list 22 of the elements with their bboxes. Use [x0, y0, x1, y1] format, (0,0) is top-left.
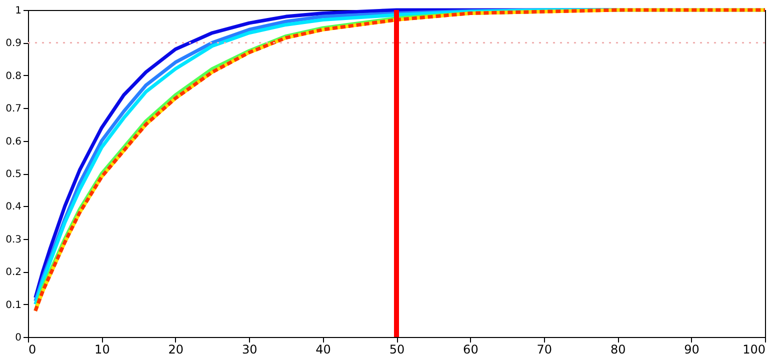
y-tick-label: 0.6 — [6, 136, 22, 148]
y-tick-label: 0.3 — [6, 234, 22, 246]
y-tick-label: 1 — [15, 6, 22, 16]
x-tick-label: 20 — [168, 342, 184, 356]
x-tick-label: 60 — [463, 342, 478, 356]
y-tick-label: 0.5 — [6, 169, 22, 180]
x-tick-label: 90 — [684, 342, 700, 356]
y-tick-label: 0 — [15, 332, 22, 344]
x-tick-label: 30 — [242, 342, 258, 356]
x-tick-label: 80 — [610, 342, 626, 356]
y-tick-label: 0.1 — [6, 300, 22, 311]
x-tick-label: 40 — [316, 342, 331, 356]
x-tick-label: 10 — [94, 342, 110, 356]
y-tick-label: 0.9 — [6, 38, 22, 50]
x-tick-label: 100 — [742, 342, 766, 356]
x-tick-label: 50 — [389, 342, 405, 356]
x-tick-label: 70 — [536, 342, 552, 356]
y-tick-label: 0.8 — [6, 70, 22, 82]
x-tick-label: 0 — [28, 342, 36, 356]
y-tick-label: 0.2 — [6, 267, 22, 278]
y-tick-label: 0.7 — [6, 104, 22, 115]
y-tick-label: 0.4 — [6, 202, 22, 213]
